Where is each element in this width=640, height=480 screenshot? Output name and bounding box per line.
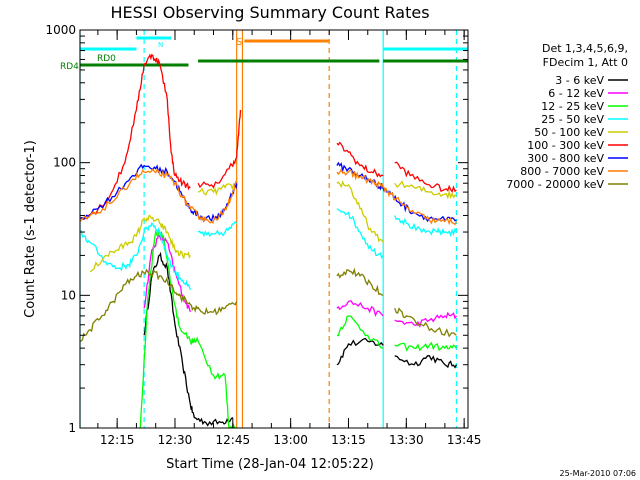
plot-frame — [79, 29, 469, 429]
series-12-25keV-kev — [139, 229, 457, 429]
y-axis-label: Count Rate (s-1 detector-1) — [23, 140, 38, 318]
series-line-2-0 — [139, 229, 237, 429]
series-100-300keV-kev — [79, 53, 457, 221]
series-line-7-1 — [336, 168, 457, 226]
series-line-5-0 — [79, 53, 191, 221]
x-axis-label: Start Time (28-Jan-04 12:05:22) — [166, 457, 374, 472]
series-line-3-1 — [197, 220, 238, 238]
series-group — [79, 53, 457, 429]
legend: Det 1,3,4,5,6,9,FDecim 1, Att 0 3 - 6 keV… — [506, 42, 628, 191]
series-line-1-0 — [143, 232, 192, 313]
n-label: N — [158, 41, 163, 49]
axes: 1 10 100 1000 12:15 12:30 12:45 13:00 13:15 13:30… — [45, 23, 481, 447]
series-line-4-0 — [89, 214, 191, 273]
y-tick-label-2: 100 — [53, 156, 76, 170]
series-line-4-3 — [394, 180, 457, 200]
series-line-2-1 — [336, 315, 384, 349]
x-tick-label-1: 12:30 — [158, 433, 193, 447]
series-line-3-3 — [394, 215, 457, 237]
x-tick-label-5: 13:30 — [389, 433, 424, 447]
series-line-0-0 — [143, 251, 234, 427]
series-line-7-0 — [79, 168, 238, 224]
series-6-12keV-kev — [143, 232, 457, 329]
legend-label-0: 3 - 6 keV — [555, 74, 604, 87]
rd4-label: RD4 — [60, 62, 79, 72]
series-line-0-2 — [394, 355, 457, 369]
footer-timestamp: 25-Mar-2010 07:06 — [560, 469, 637, 478]
series-line-5-3 — [394, 161, 457, 194]
legend-label-6: 300 - 800 keV — [527, 152, 604, 165]
series-line-3-2 — [336, 208, 384, 260]
series-800-7000keV-kev — [79, 168, 457, 226]
series-line-6-1 — [336, 161, 457, 223]
series-line-5-2 — [336, 141, 384, 178]
series-line-3-0 — [79, 221, 192, 291]
x-tick-label-4: 13:15 — [331, 433, 366, 447]
rd0-label: RD0 — [97, 54, 116, 64]
series-300-800keV-kev — [79, 161, 457, 223]
y-tick-label-0: 1 — [68, 421, 76, 435]
x-tick-label-6: 13:45 — [447, 433, 482, 447]
series-line-5-1 — [197, 109, 242, 189]
series-line-0-1 — [336, 337, 384, 366]
y-tick-label-1: 10 — [61, 288, 76, 302]
legend-label-2: 12 - 25 keV — [541, 100, 604, 113]
series-7000-20000keV-kev — [79, 267, 457, 342]
series-line-4-1 — [197, 182, 238, 196]
x-tick-label-3: 13:00 — [273, 433, 308, 447]
title-group: HESSI Observing Summary Count Rates — [110, 3, 429, 22]
legend-label-4: 50 - 100 keV — [534, 126, 604, 139]
s-label: S — [236, 37, 242, 48]
series-line-1-3 — [394, 311, 457, 329]
chart-title: HESSI Observing Summary Count Rates — [110, 3, 429, 22]
legend-header-0: Det 1,3,4,5,6,9, — [542, 42, 628, 55]
series-line-8-1 — [336, 267, 384, 296]
legend-label-1: 6 - 12 keV — [548, 87, 604, 100]
legend-label-8: 7000 - 20000 keV — [506, 178, 604, 191]
x-tick-label-2: 12:45 — [216, 433, 251, 447]
series-line-4-2 — [336, 180, 384, 243]
legend-label-7: 800 - 7000 keV — [520, 165, 604, 178]
x-tick-label-0: 12:15 — [100, 433, 135, 447]
series-line-6-0 — [79, 163, 238, 223]
legend-label-5: 100 - 300 keV — [527, 139, 604, 152]
series-3-6keV-kev — [143, 251, 457, 427]
series-line-2-2 — [394, 341, 457, 352]
series-25-50keV-kev — [79, 208, 457, 291]
legend-header-1: FDecim 1, Att 0 — [543, 56, 628, 69]
legend-label-3: 25 - 50 keV — [541, 113, 604, 126]
series-line-8-0 — [79, 268, 238, 342]
markers: RD0 RD4 S N — [60, 30, 468, 428]
series-line-8-2 — [394, 307, 457, 338]
series-50-100keV-kev — [89, 180, 457, 273]
series-line-1-2 — [336, 300, 384, 318]
y-tick-label-3: 1000 — [45, 23, 76, 37]
